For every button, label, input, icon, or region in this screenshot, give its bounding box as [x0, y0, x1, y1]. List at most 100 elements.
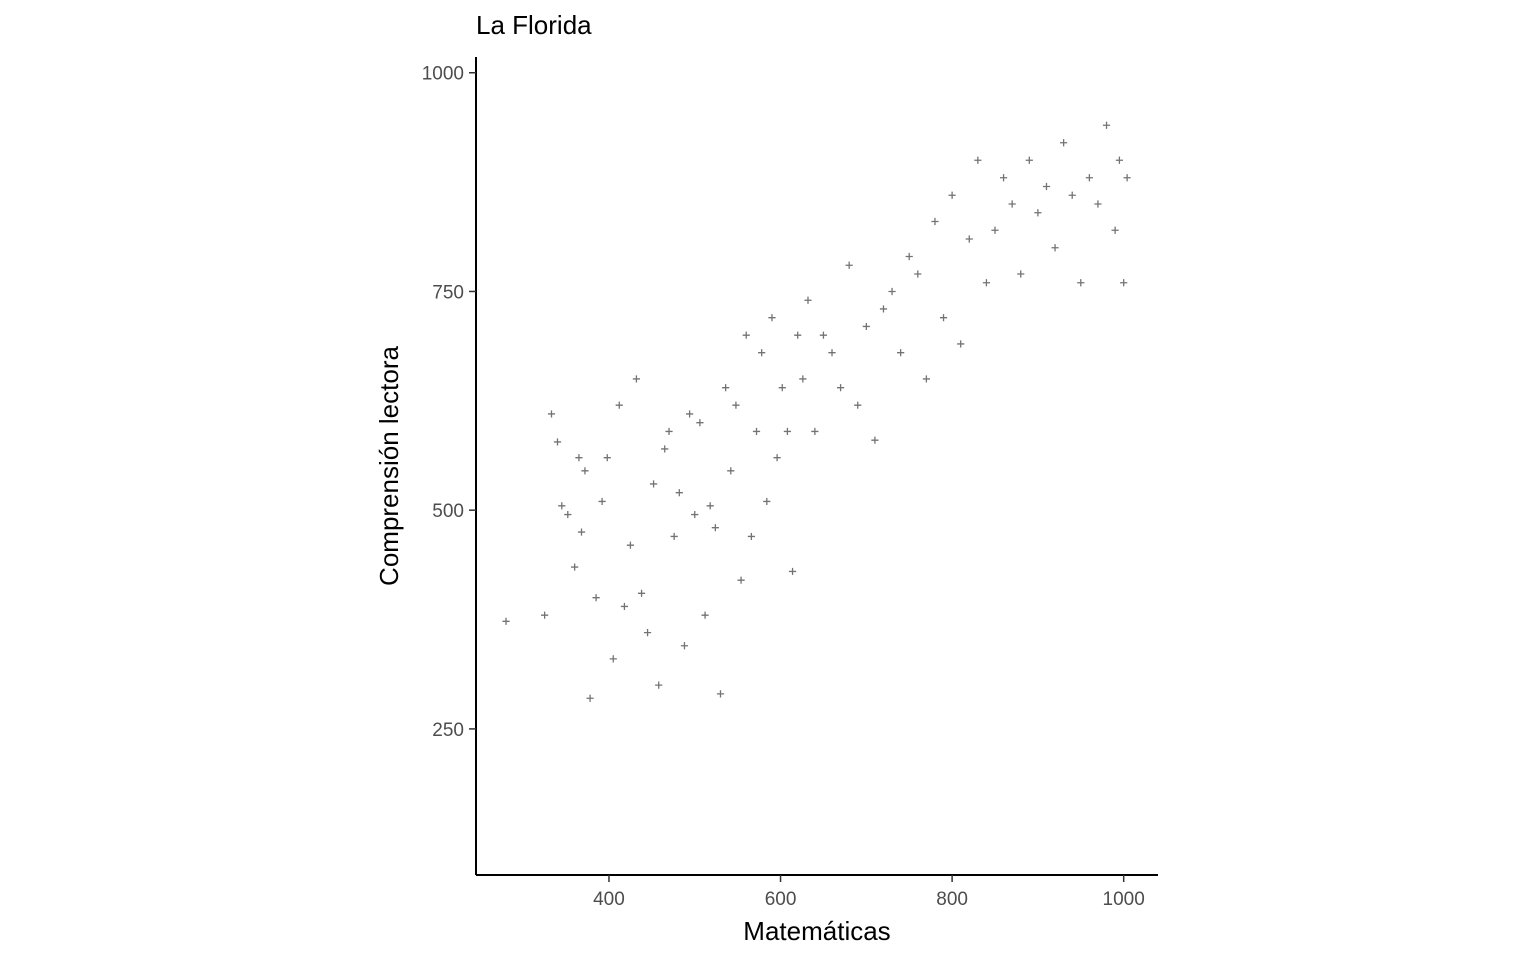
- data-point: [586, 694, 594, 702]
- data-point: [609, 655, 617, 663]
- data-point: [1085, 174, 1093, 182]
- data-point: [706, 502, 714, 510]
- data-point: [716, 690, 725, 698]
- data-point: [1094, 200, 1102, 208]
- data-point: [1017, 270, 1025, 278]
- data-point: [982, 279, 991, 287]
- data-point: [691, 510, 699, 519]
- x-tick-label: 600: [765, 889, 797, 910]
- data-point: [1115, 156, 1123, 164]
- data-point: [758, 349, 766, 357]
- data-point: [727, 467, 735, 475]
- data-point: [742, 331, 750, 339]
- data-point: [661, 445, 669, 453]
- data-point: [665, 427, 673, 436]
- data-point: [598, 497, 606, 506]
- y-tick-label: 1000: [422, 64, 464, 85]
- data-point: [974, 156, 982, 164]
- chart-title: La Florida: [476, 10, 592, 40]
- data-point: [1060, 139, 1068, 147]
- data-point: [732, 401, 740, 409]
- data-point: [836, 384, 845, 392]
- data-point: [871, 436, 879, 444]
- data-point: [778, 384, 786, 392]
- data-point: [696, 419, 704, 427]
- data-point: [914, 270, 922, 278]
- data-point: [948, 191, 956, 199]
- data-point: [819, 331, 828, 339]
- data-point: [1102, 121, 1111, 129]
- data-point: [1111, 226, 1119, 234]
- data-point: [773, 454, 781, 462]
- data-point: [670, 532, 678, 541]
- data-point: [768, 314, 776, 322]
- data-point: [854, 401, 862, 409]
- data-point: [541, 611, 549, 619]
- data-point: [931, 217, 939, 226]
- data-point: [558, 502, 566, 510]
- data-point: [1077, 279, 1085, 287]
- data-point: [811, 427, 819, 436]
- data-point: [752, 427, 761, 436]
- data-point: [603, 454, 611, 462]
- y-axis-title: Comprensión lectora: [374, 346, 404, 586]
- data-point: [1008, 200, 1016, 208]
- x-tick-label: 800: [936, 889, 968, 910]
- data-point: [862, 322, 870, 331]
- data-point: [747, 532, 755, 541]
- data-point: [643, 629, 652, 637]
- data-point: [828, 349, 836, 357]
- data-point: [620, 602, 629, 611]
- data-point: [1068, 191, 1076, 199]
- data-point: [1120, 279, 1128, 287]
- data-point: [763, 497, 771, 506]
- data-point: [999, 174, 1008, 182]
- data-point: [649, 480, 658, 488]
- points-layer: [502, 121, 1131, 702]
- data-point: [905, 252, 913, 261]
- data-point: [632, 375, 641, 383]
- data-point: [1034, 209, 1042, 217]
- data-point: [547, 410, 556, 418]
- data-point: [680, 642, 689, 650]
- data-point: [965, 235, 973, 243]
- data-point: [564, 510, 572, 519]
- data-point: [686, 410, 694, 418]
- data-point: [957, 340, 965, 348]
- data-point: [897, 349, 905, 357]
- data-point: [794, 331, 802, 339]
- data-point: [799, 375, 807, 383]
- data-point: [804, 296, 812, 304]
- data-point: [1042, 182, 1051, 191]
- data-point: [615, 401, 623, 409]
- y-tick-label: 750: [432, 282, 464, 303]
- data-point: [722, 384, 730, 392]
- data-point: [1025, 156, 1033, 164]
- x-axis-title: Matemáticas: [743, 916, 890, 946]
- data-point: [788, 567, 797, 576]
- data-point: [783, 427, 792, 436]
- data-point: [991, 226, 999, 234]
- x-tick-label: 400: [593, 889, 625, 910]
- data-point: [1123, 174, 1131, 182]
- data-point: [675, 489, 683, 497]
- data-point: [845, 261, 853, 269]
- data-point: [575, 454, 583, 462]
- data-point: [939, 314, 948, 322]
- data-point: [626, 541, 635, 549]
- data-point: [592, 594, 600, 602]
- data-point: [879, 305, 888, 313]
- data-point: [502, 617, 510, 625]
- data-point: [888, 287, 896, 296]
- data-point: [553, 438, 562, 446]
- y-tick-label: 250: [432, 720, 464, 741]
- data-point: [655, 681, 663, 689]
- data-point: [701, 611, 709, 619]
- data-point: [637, 589, 646, 597]
- x-tick-label: 1000: [1103, 889, 1145, 910]
- data-point: [711, 524, 719, 532]
- data-point: [577, 528, 586, 536]
- data-point: [737, 576, 745, 584]
